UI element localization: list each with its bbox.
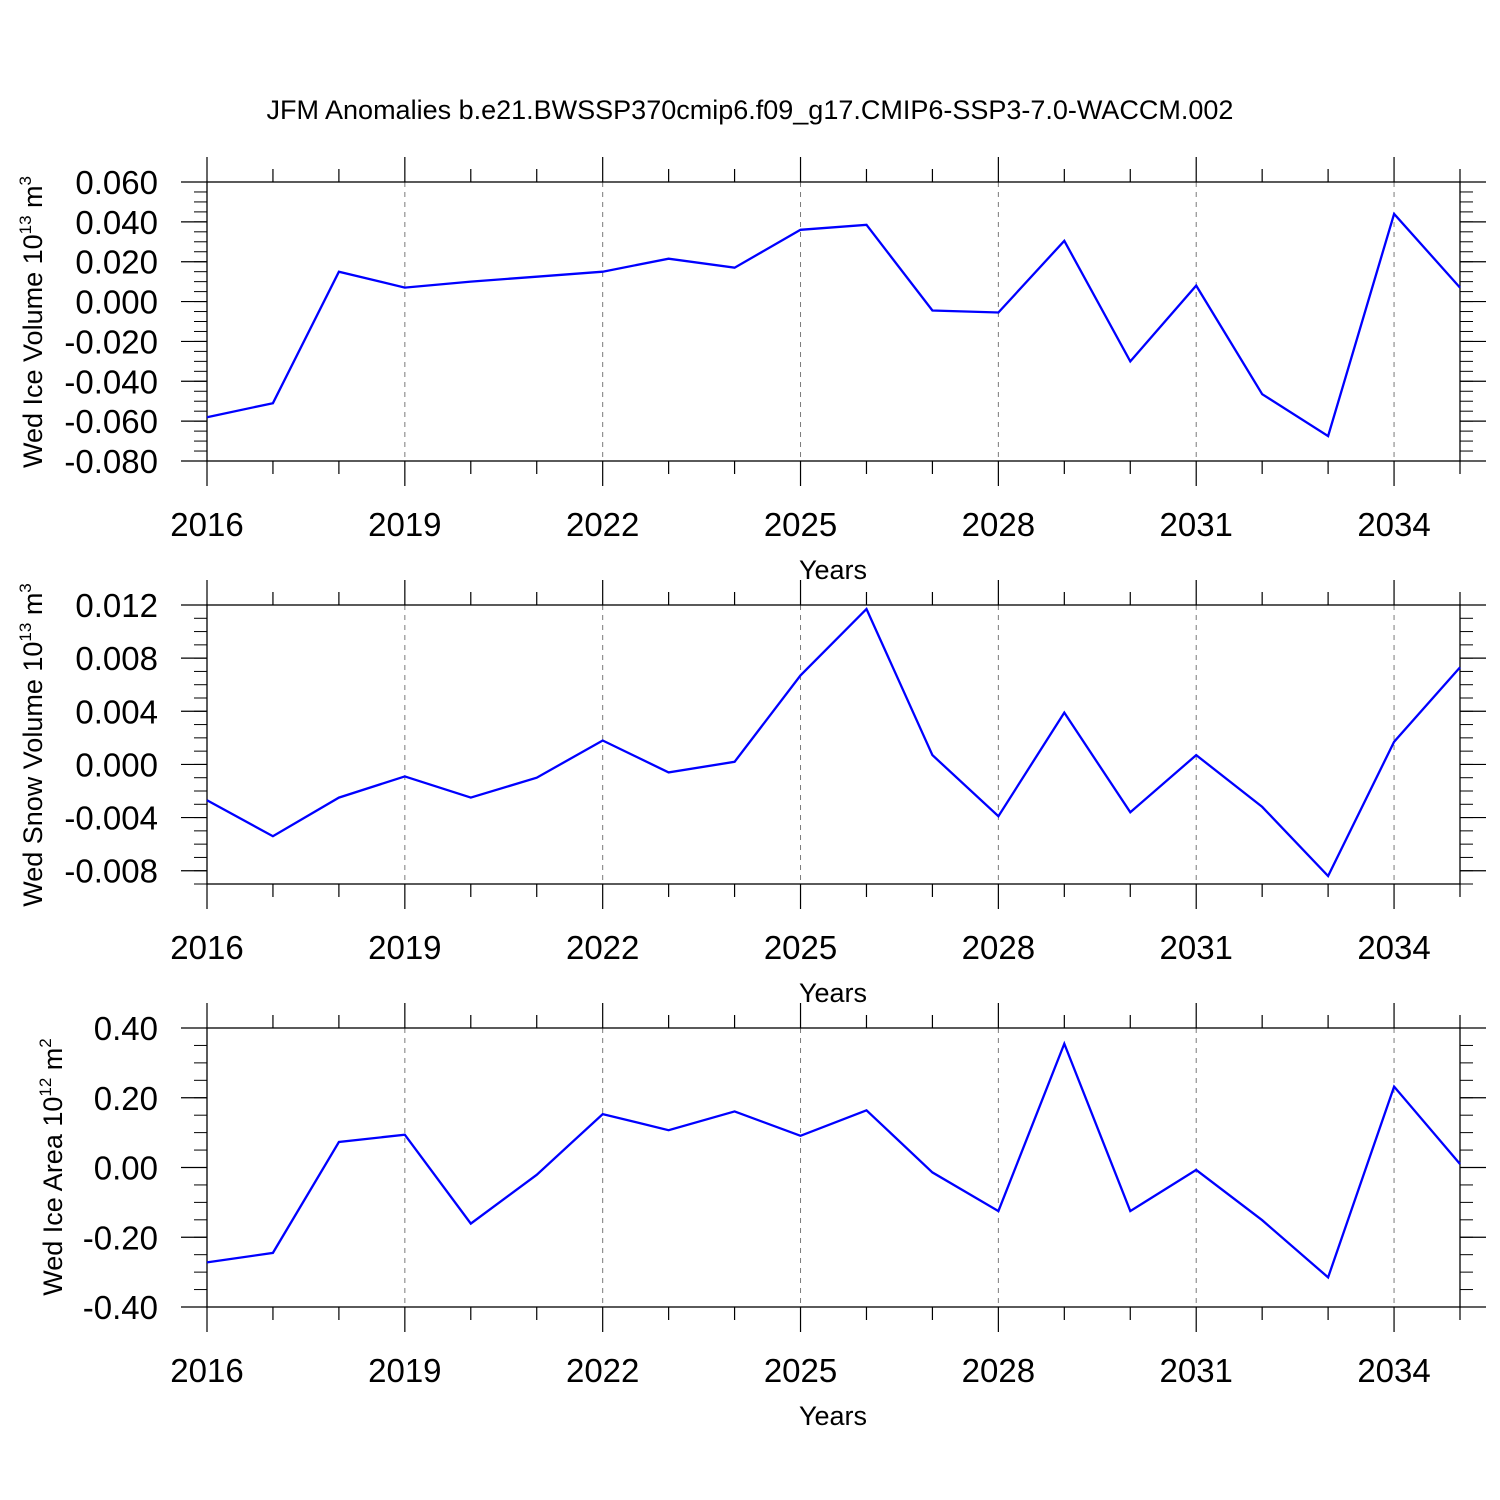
x-axis-label: Years (799, 555, 867, 585)
x-tick-label: 2034 (1357, 1352, 1430, 1389)
y-tick-label: -0.20 (83, 1219, 158, 1256)
chart-panel-1: 2016 2019 2022 2025 2028 2031 2034Years0.0600.… (16, 157, 1486, 585)
y-tick-label: 0.40 (94, 1010, 158, 1047)
plot-frame (206, 1027, 1461, 1308)
plot-frame (206, 604, 1461, 885)
x-tick-label: 2022 (566, 506, 639, 543)
y-tick-label: -0.080 (64, 443, 158, 480)
x-tick-label: 2019 (368, 1352, 441, 1389)
x-tick-label: 2019 (368, 929, 441, 966)
x-tick-label: 2016 (170, 929, 243, 966)
x-tick-label: 2019 (368, 506, 441, 543)
series-line (206, 1040, 1461, 1280)
chart-panel-3: 2016 2019 2022 2025 2028 2031 2034 Years 0.40 0.2… (36, 1003, 1486, 1431)
x-tick-label: 2031 (1159, 929, 1232, 966)
y-tick-label: -0.040 (64, 363, 158, 400)
y-tick-label: 0.000 (75, 746, 158, 783)
y-tick-label: 0.040 (75, 204, 158, 241)
y-tick-label: -0.060 (64, 403, 158, 440)
x-tick-label: 2028 (962, 1352, 1035, 1389)
x-tick-label: 2028 (962, 929, 1035, 966)
y-tick-label: 0.000 (75, 284, 158, 321)
y-axis-label: Wed Ice Area 1012 m2 (36, 1038, 68, 1296)
x-tick-label: 2028 (962, 506, 1035, 543)
x-tick-label: 2025 (764, 1352, 837, 1389)
y-tick-label: 0.008 (75, 640, 158, 677)
x-tick-label: 2034 (1357, 929, 1430, 966)
x-tick-label: 2022 (566, 929, 639, 966)
x-axis-label: Years (799, 1401, 867, 1431)
x-tick-label: 2016 (170, 506, 243, 543)
figure-title: JFM Anomalies b.e21.BWSSP370cmip6.f09_g1… (267, 95, 1234, 125)
x-tick-label: 2022 (566, 1352, 639, 1389)
x-axis-label: Years (799, 978, 867, 1008)
x-tick-label: 2016 (170, 1352, 243, 1389)
y-tick-label: 0.20 (94, 1080, 158, 1117)
y-tick-label: 0.00 (94, 1150, 158, 1187)
y-axis-label: Wed Ice Volume 1013 m3 (16, 176, 48, 468)
y-tick-label: -0.008 (64, 853, 158, 890)
series-line (206, 211, 1461, 438)
y-tick-label: 0.004 (75, 693, 158, 730)
chart-panel-2: 2016 2019 2022 2025 2028 2031 2034 Years 0.012 0.… (16, 580, 1486, 1008)
y-tick-label: -0.004 (64, 800, 158, 837)
y-axis-label: Wed Snow Volume 1013 m3 (16, 583, 48, 907)
x-tick-label: 2025 (764, 506, 837, 543)
y-tick-label: 0.012 (75, 587, 158, 624)
series-line (206, 607, 1461, 878)
plot-frame (206, 181, 1461, 462)
y-tick-label: -0.020 (64, 323, 158, 360)
panels: 2016 2019 2022 2025 2028 2031 2034Years0.0600.… (16, 157, 1486, 1431)
y-tick-label: -0.40 (83, 1289, 158, 1326)
x-tick-label: 2031 (1159, 506, 1232, 543)
x-tick-label: 2031 (1159, 1352, 1232, 1389)
y-tick-label: 0.020 (75, 244, 158, 281)
x-tick-label: 2025 (764, 929, 837, 966)
x-tick-label: 2034 (1357, 506, 1430, 543)
y-tick-label: 0.060 (75, 164, 158, 201)
